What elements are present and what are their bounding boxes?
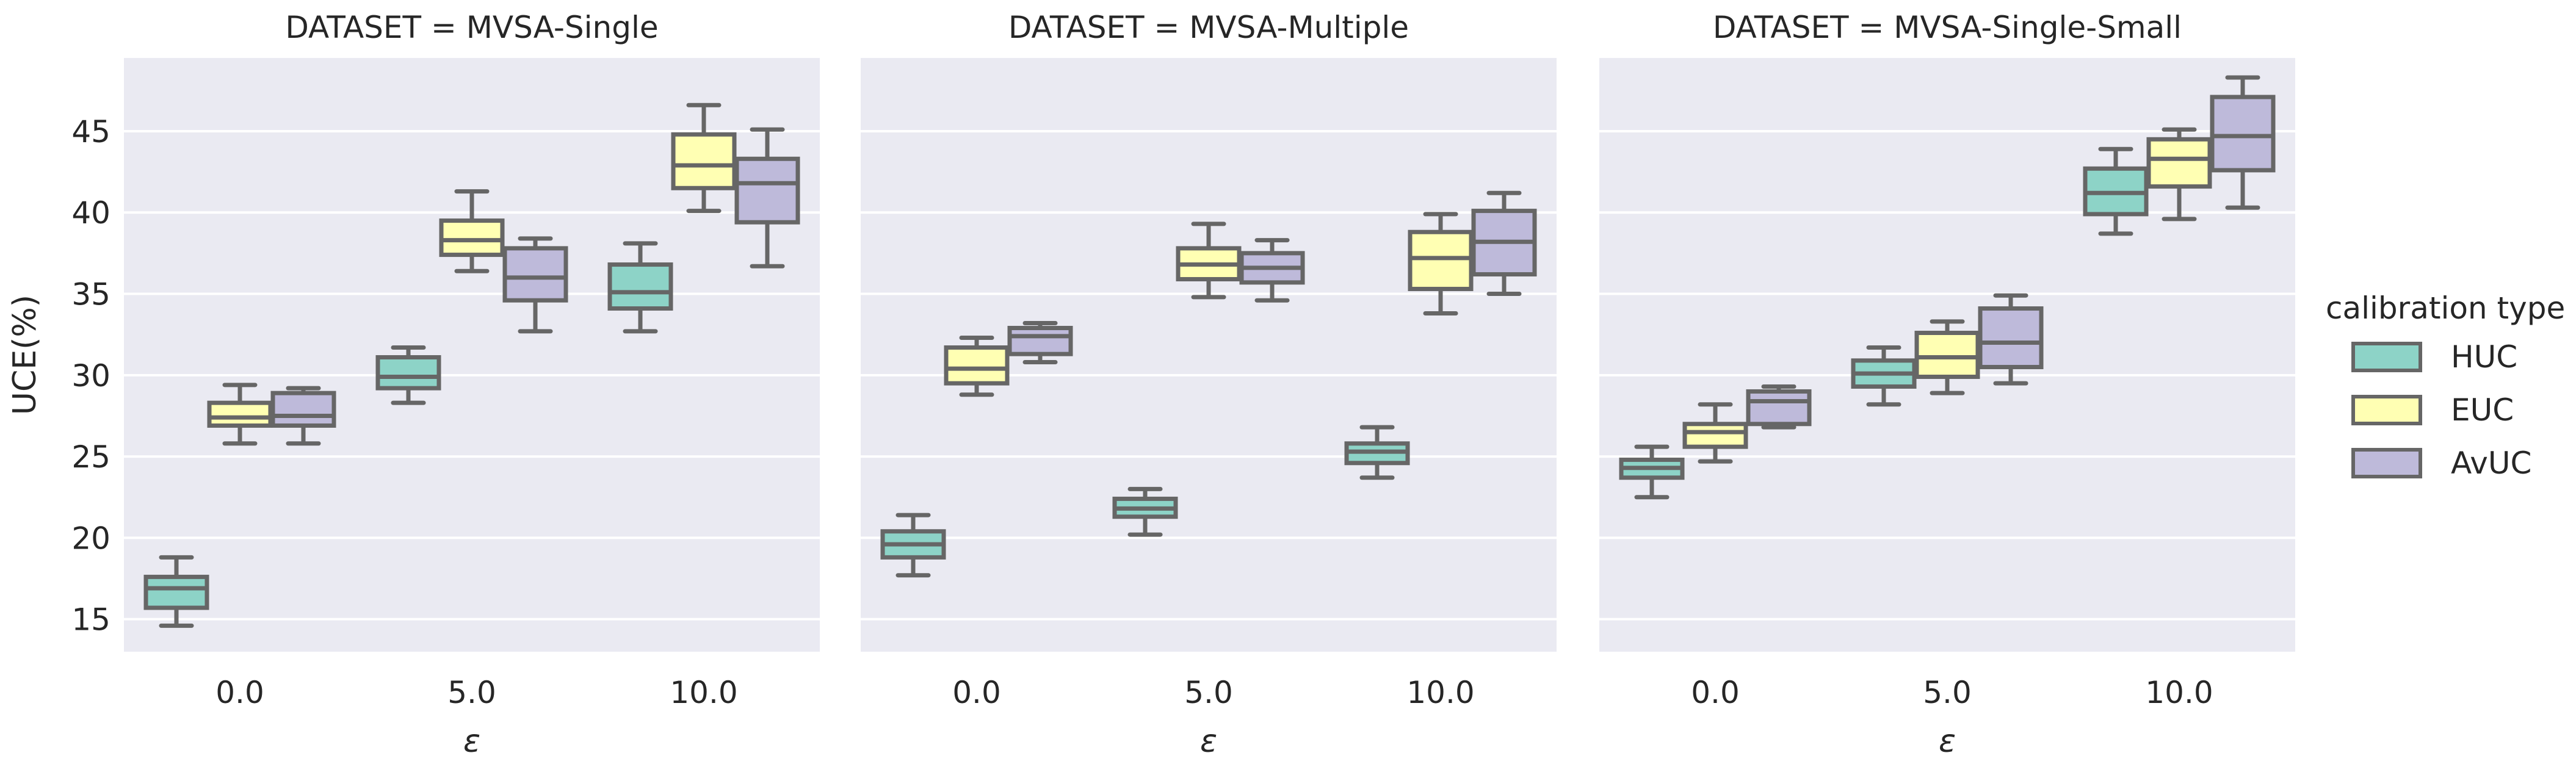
box-avuc (270, 386, 336, 446)
legend-swatch-euc (2351, 395, 2422, 425)
box-iqr (143, 574, 209, 610)
box-iqr (439, 218, 505, 258)
box-euc (1682, 402, 1748, 464)
box-avuc (734, 127, 800, 268)
box-huc (1851, 345, 1917, 407)
y-tick-label: 40 (71, 195, 110, 231)
box-euc (1176, 222, 1242, 300)
y-tick-label: 15 (71, 602, 110, 638)
legend: calibration type HUC EUC AvUC (2326, 290, 2565, 481)
box-iqr (2146, 137, 2212, 189)
legend-title: calibration type (2326, 290, 2565, 326)
box-avuc (1007, 321, 1073, 364)
box-euc (2146, 127, 2212, 222)
legend-swatch-huc (2351, 342, 2422, 372)
box-euc (1914, 319, 1980, 395)
y-tick-label: 30 (71, 358, 110, 394)
x-tick-label: 0.0 (215, 675, 264, 710)
facet-title: DATASET = MVSA-Multiple (1008, 10, 1409, 45)
x-tick-label: 10.0 (670, 675, 737, 710)
facet-panel: DATASET = MVSA-Multiple 0.0 5.0 10.0 ε (861, 10, 1557, 760)
box-iqr (207, 400, 273, 428)
x-tick-label: 10.0 (1406, 675, 1474, 710)
x-axis-label: ε (463, 723, 480, 760)
legend-label-euc: EUC (2451, 392, 2514, 428)
box-huc (1344, 425, 1410, 480)
box-avuc (502, 236, 568, 334)
box-iqr (671, 132, 737, 190)
box-huc (375, 345, 441, 405)
box-iqr (1682, 422, 1748, 449)
box-iqr (270, 391, 336, 428)
box-avuc (1746, 384, 1812, 430)
box-iqr (375, 355, 441, 391)
y-tick-label: 35 (71, 277, 110, 312)
x-tick-label: 5.0 (1923, 675, 1972, 710)
x-tick-label: 5.0 (1184, 675, 1233, 710)
x-tick-label: 10.0 (2145, 675, 2213, 710)
box-iqr (607, 262, 673, 311)
box-iqr (944, 345, 1010, 386)
facet-title: DATASET = MVSA-Single-Small (1713, 10, 2182, 45)
box-iqr (1408, 229, 1474, 292)
box-iqr (1914, 331, 1980, 379)
x-tick-label: 5.0 (447, 675, 496, 710)
y-tick-label: 25 (71, 439, 110, 475)
box-iqr (502, 246, 568, 303)
box-euc (1408, 212, 1474, 316)
box-avuc (1471, 190, 1537, 297)
box-euc (439, 189, 505, 273)
box-huc (1619, 444, 1685, 500)
y-tick-label: 20 (71, 521, 110, 556)
x-axis-label: ε (1200, 723, 1217, 760)
box-huc (1112, 486, 1178, 537)
box-huc (143, 555, 209, 628)
box-huc (607, 241, 673, 334)
box-euc (207, 383, 273, 446)
legend-label-avuc: AvUC (2451, 445, 2531, 481)
facet-panel: DATASET = MVSA-Single 0.0 5.0 10.0 ε 15 20 25 30… (71, 10, 820, 760)
box-euc (671, 103, 737, 214)
box-avuc (1239, 238, 1305, 303)
box-huc (880, 513, 946, 578)
box-euc (944, 336, 1010, 397)
box-iqr (1007, 326, 1073, 356)
y-tick-label: 45 (71, 114, 110, 150)
x-axis-label: ε (1939, 723, 1956, 760)
box-iqr (734, 156, 800, 225)
legend-swatch-avuc (2351, 448, 2422, 478)
y-axis-label: UCE(%) (7, 295, 43, 415)
x-tick-label: 0.0 (952, 675, 1001, 710)
legend-label-huc: HUC (2451, 339, 2517, 375)
facet-panel: DATASET = MVSA-Single-Small 0.0 5.0 10.0 ε (1599, 10, 2295, 760)
box-huc (2083, 146, 2149, 236)
box-avuc (1978, 293, 2044, 386)
box-iqr (1746, 389, 1812, 427)
box-iqr (1978, 306, 2044, 369)
box-avuc (2210, 75, 2276, 210)
box-iqr (2210, 95, 2276, 173)
x-tick-label: 0.0 (1691, 675, 1740, 710)
facet-title: DATASET = MVSA-Single (285, 10, 658, 45)
